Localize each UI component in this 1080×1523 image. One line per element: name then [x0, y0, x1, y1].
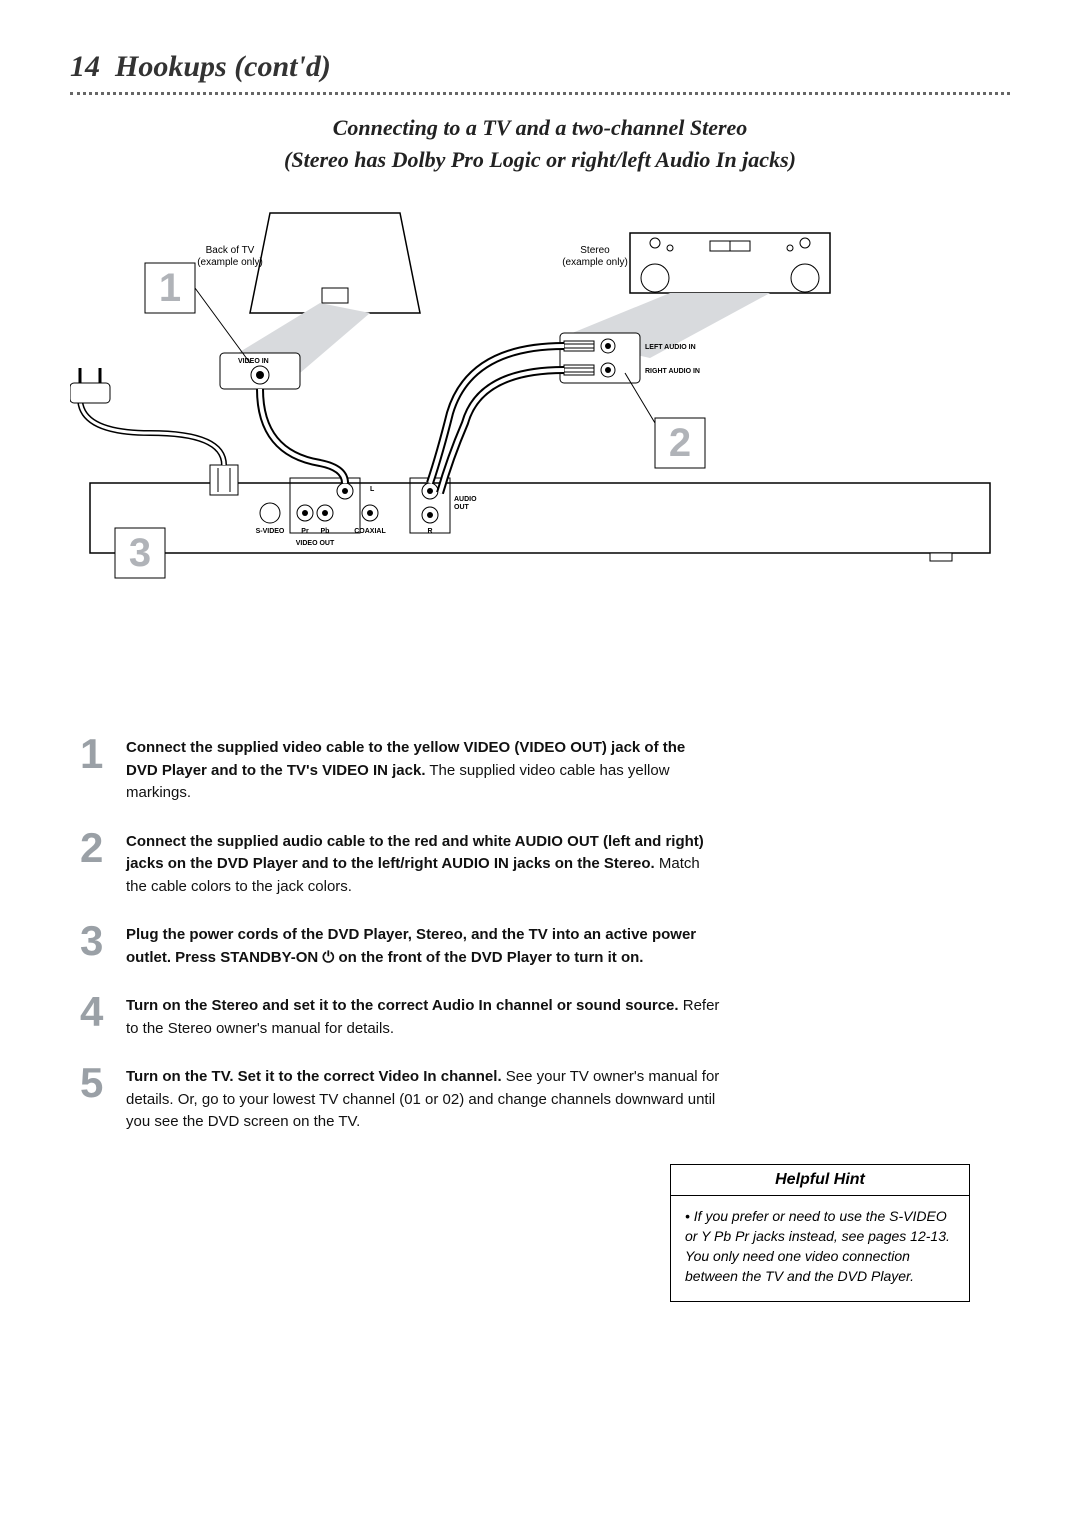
step-2-bold: Connect the supplied audio cable to the …	[126, 833, 704, 873]
step-3: 3 Plug the power cords of the DVD Player…	[80, 920, 720, 969]
page-number: 14	[70, 50, 100, 83]
video-in-label: VIDEO IN	[238, 358, 269, 365]
steps-list: 1 Connect the supplied video cable to th…	[80, 733, 720, 1134]
step-4-number: 4	[80, 991, 126, 1033]
step-1-number: 1	[80, 733, 126, 775]
callout-3-num: 3	[129, 531, 151, 575]
tv-label-2: (example only)	[197, 257, 263, 268]
tv-label-1: Back of TV	[206, 245, 255, 256]
audio-out-label-1: AUDIO	[454, 496, 477, 503]
video-out-label: VIDEO OUT	[296, 540, 335, 547]
helpful-hint-body: If you prefer or need to use the S-VIDEO…	[671, 1196, 969, 1301]
dvd-player-icon: S-VIDEO Pr Pb Y VIDEO OUT COAXIAL L AUDI…	[90, 465, 990, 561]
svideo-label: S-VIDEO	[256, 528, 285, 535]
stereo-label-1: Stereo	[580, 245, 610, 256]
step-5-bold: Turn on the TV. Set it to the correct Vi…	[126, 1068, 502, 1085]
left-audio-in-label: LEFT AUDIO IN	[645, 344, 696, 351]
hookup-diagram: Back of TV (example only) VIDEO IN Stere…	[70, 193, 1010, 613]
r-label: R	[427, 528, 432, 535]
helpful-hint-text: If you prefer or need to use the S-VIDEO…	[685, 1206, 955, 1287]
callout-1-box: 1	[145, 263, 250, 363]
stereo-icon: Stereo (example only) LEFT AUDIO IN RIGH…	[560, 233, 830, 383]
callout-2-box: 2	[625, 373, 705, 468]
step-2-number: 2	[80, 827, 126, 869]
page-title-text: Hookups (cont'd)	[115, 50, 331, 83]
coaxial-label: COAXIAL	[354, 528, 386, 535]
step-1-text: Connect the supplied video cable to the …	[126, 733, 720, 805]
audio-out-label-2: OUT	[454, 504, 470, 511]
step-3-bold: Plug the power cords of the DVD Player, …	[126, 926, 696, 966]
step-1: 1 Connect the supplied video cable to th…	[80, 733, 720, 805]
helpful-hint-title: Helpful Hint	[671, 1165, 969, 1196]
step-4: 4 Turn on the Stereo and set it to the c…	[80, 991, 720, 1040]
l-label: L	[370, 486, 375, 493]
right-audio-in-label: RIGHT AUDIO IN	[645, 368, 700, 375]
pr-label: Pr	[301, 528, 309, 535]
callout-3-box: 3	[115, 528, 165, 578]
section-subtitle: (Stereo has Dolby Pro Logic or right/lef…	[70, 147, 1010, 173]
step-4-text: Turn on the Stereo and set it to the cor…	[126, 991, 720, 1040]
tv-back-icon: Back of TV (example only) VIDEO IN	[197, 213, 420, 389]
step-2-text: Connect the supplied audio cable to the …	[126, 827, 720, 899]
page-header: 14 Hookups (cont'd)	[70, 50, 1010, 95]
step-3-text: Plug the power cords of the DVD Player, …	[126, 920, 720, 969]
helpful-hint-box: Helpful Hint If you prefer or need to us…	[670, 1164, 970, 1302]
hookup-diagram-svg: Back of TV (example only) VIDEO IN Stere…	[70, 193, 1010, 613]
audio-cable-icon	[430, 346, 564, 493]
step-5: 5 Turn on the TV. Set it to the correct …	[80, 1062, 720, 1134]
power-cord-icon	[70, 368, 224, 465]
callout-1-num: 1	[159, 266, 181, 310]
step-4-bold: Turn on the Stereo and set it to the cor…	[126, 997, 679, 1014]
video-cable-icon	[260, 389, 345, 483]
step-5-number: 5	[80, 1062, 126, 1104]
page-title: 14 Hookups (cont'd)	[70, 50, 331, 83]
step-5-text: Turn on the TV. Set it to the correct Vi…	[126, 1062, 720, 1134]
stereo-label-2: (example only)	[562, 257, 628, 268]
section-title: Connecting to a TV and a two-channel Ste…	[70, 115, 1010, 141]
step-3-number: 3	[80, 920, 126, 962]
step-2: 2 Connect the supplied audio cable to th…	[80, 827, 720, 899]
callout-2-num: 2	[669, 421, 691, 465]
pb-label: Pb	[321, 528, 330, 535]
